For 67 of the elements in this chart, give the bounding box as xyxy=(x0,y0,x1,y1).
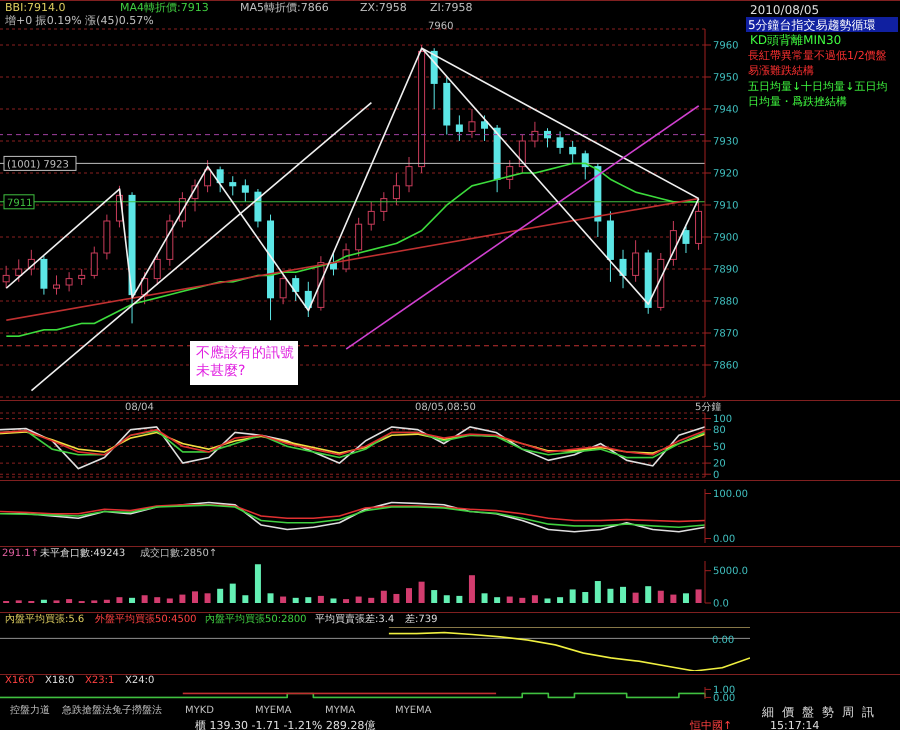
annotation: 08/05,08:50 xyxy=(415,402,476,414)
y-tick-label: 7890 xyxy=(713,264,738,276)
y-tick-label: 50 xyxy=(713,442,726,453)
text: 15:17:14 xyxy=(770,719,820,730)
text: 2010/08/05 xyxy=(750,3,820,18)
text: ZI:7958 xyxy=(430,1,472,14)
text: MA5轉折價:7866 xyxy=(240,1,329,14)
text: MYKD xyxy=(185,705,214,717)
annotation: 08/04 xyxy=(125,402,154,414)
text: 未平倉口數:49243 xyxy=(40,548,126,560)
y-tick-label: 100 xyxy=(713,414,732,426)
text: X23:1 xyxy=(85,675,114,687)
y-tick-label: 20 xyxy=(713,458,726,470)
text: 差:739 xyxy=(405,614,438,626)
y-tick-label: 7920 xyxy=(713,168,738,180)
y-tick-label: 80 xyxy=(713,425,726,436)
y-tick-label: 100.00 xyxy=(713,489,748,500)
y-tick-label: 7960 xyxy=(713,40,738,52)
ref-line-label: 7911 xyxy=(7,198,32,209)
text: X16:0 xyxy=(5,675,34,687)
text: BBI:7914.0 xyxy=(5,1,66,14)
text: 長紅帶異常量不過低1/2價盤 xyxy=(748,49,887,62)
annotation: 不應該有的訊號 xyxy=(196,345,294,362)
y-tick-label: 5000.0 xyxy=(713,566,748,578)
text: MYEMA xyxy=(395,705,432,717)
y-tick-label: 7930 xyxy=(713,136,738,148)
text: 291.1↑ xyxy=(2,548,40,560)
text: 勢 xyxy=(822,705,834,720)
y-tick-label: 7950 xyxy=(713,72,738,84)
text: 急跌搶盤法兔子撈盤法 xyxy=(62,705,162,717)
text: 增+0 振0.19% 漲(45)0.57% xyxy=(5,14,154,28)
text: X18:0 xyxy=(45,675,74,687)
text: 成交口數:2850↑ xyxy=(140,548,218,560)
text: 內盤平均買張:5.6 xyxy=(5,614,84,626)
text: 日均量・爲跌挫結構 xyxy=(748,95,847,108)
y-tick-label: 0.00 xyxy=(713,692,736,704)
text: 訊 xyxy=(862,705,874,720)
text: 細 xyxy=(762,705,774,720)
text: 周 xyxy=(842,705,854,720)
text: KD頭背離MIN30 xyxy=(750,33,842,48)
y-tick-label: 7900 xyxy=(713,232,738,244)
text: MA4轉折價:7913 xyxy=(120,1,209,14)
text: MYMA xyxy=(325,705,356,717)
text: 外盤平均買張50:4500 xyxy=(95,614,197,626)
text: ZX:7958 xyxy=(360,1,407,14)
annotation: 5分鐘 xyxy=(695,402,722,414)
y-tick-label: 7940 xyxy=(713,104,738,116)
y-tick-label: 7880 xyxy=(713,296,738,308)
text: X24:0 xyxy=(125,675,154,687)
text: 5分鐘台指交易趨勢循環 xyxy=(748,18,876,32)
y-tick-label: 7910 xyxy=(713,200,738,212)
text: 盤 xyxy=(802,705,814,720)
annotation: 7960 xyxy=(428,21,454,33)
y-tick-label: 0.00 xyxy=(713,534,736,546)
y-tick-label: 7860 xyxy=(713,360,738,372)
text: 內盤平均買張50:2800 xyxy=(205,614,307,626)
text: 價 xyxy=(782,705,794,720)
y-tick-label: 7870 xyxy=(713,328,738,340)
annotation: 未甚麼? xyxy=(196,363,246,380)
text: 易漲難跌結構 xyxy=(748,64,814,78)
ref-line-label: (1001) 7923 xyxy=(7,159,69,170)
y-tick-label: 0.0 xyxy=(713,598,729,610)
text: 控盤力道 xyxy=(10,705,50,717)
text: 平均買賣張差:3.4 xyxy=(315,614,394,626)
text: MYEMA xyxy=(255,705,292,717)
y-tick-label: 0 xyxy=(713,470,720,481)
text: 五日均量↓十日均量↓五日均 xyxy=(748,80,888,94)
